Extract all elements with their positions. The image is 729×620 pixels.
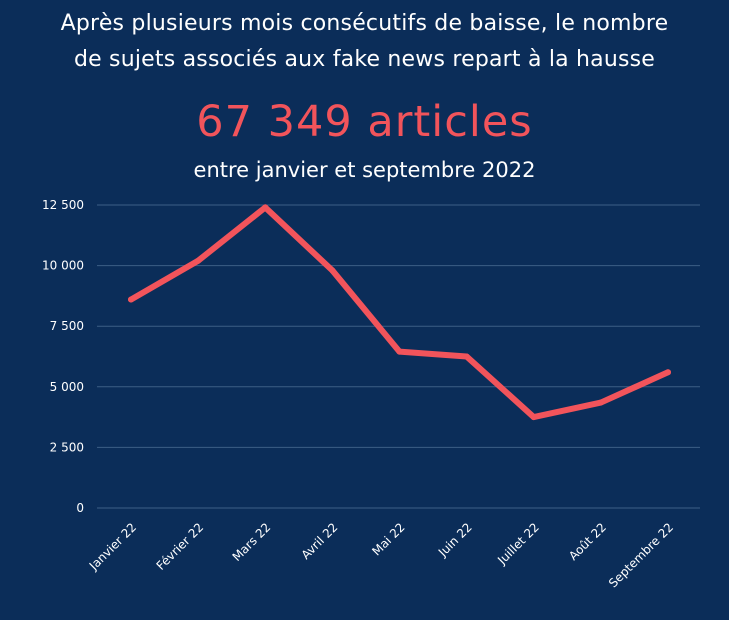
data-point: [195, 257, 202, 264]
x-tick-label: Septembre 22: [606, 520, 676, 590]
period-subtitle: entre janvier et septembre 2022: [193, 158, 536, 182]
x-tick-label: Avril 22: [299, 520, 341, 562]
x-tick-label: Janvier 22: [86, 520, 139, 573]
data-point: [530, 414, 537, 421]
data-point: [597, 399, 604, 406]
y-tick-label: 0: [76, 501, 84, 515]
chart-title: Après plusieurs mois consécutifs de bais…: [60, 11, 669, 72]
y-gridlines: [97, 204, 700, 509]
y-tick-label: 2 500: [50, 440, 84, 454]
x-tick-label: Mars 22: [230, 520, 274, 564]
y-tick-label: 10 000: [42, 259, 84, 273]
data-point: [262, 204, 269, 211]
data-point: [329, 267, 336, 274]
x-tick-label: Juillet 22: [494, 520, 542, 568]
x-tick-label: Juin 22: [435, 520, 475, 560]
x-tick-label: Août 22: [566, 520, 609, 563]
x-tick-label: Mai 22: [369, 520, 407, 558]
data-point: [396, 348, 403, 355]
series-line: [128, 204, 671, 421]
y-tick-label: 7 500: [50, 319, 84, 333]
y-tick-label: 5 000: [50, 380, 84, 394]
x-axis-ticks: Janvier 22 Février 22 Mars 22 Avril 22 Mai 2…: [86, 520, 676, 590]
data-point: [128, 296, 134, 303]
total-articles-headline: 67 349 articles: [196, 97, 533, 147]
y-axis-ticks: 0 2 500 5 000 7 500 10 000 12 500: [42, 198, 84, 515]
y-tick-label: 12 500: [42, 198, 84, 212]
data-point: [665, 369, 671, 376]
data-point: [463, 353, 470, 360]
series-line-group: [128, 204, 671, 421]
x-tick-label: Février 22: [154, 520, 207, 573]
